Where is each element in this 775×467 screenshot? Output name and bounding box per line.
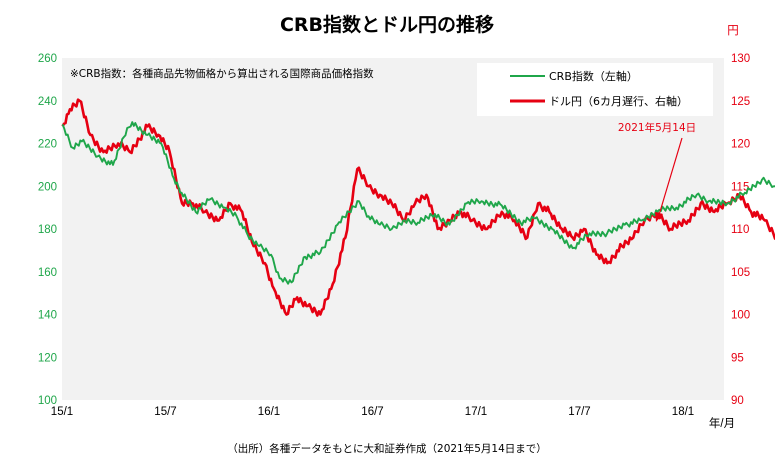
x-axis: 15/115/716/116/717/117/718/118/719/119/7… xyxy=(51,406,694,418)
x-tick-label: 15/1 xyxy=(51,406,73,418)
series-layer xyxy=(61,98,775,317)
x-tick-label: 15/7 xyxy=(154,406,176,418)
legend: CRB指数（左軸） ドル円（6カ月遅行、右軸） xyxy=(477,63,713,116)
left-axis: 100 120 140 160 180 200 220 240 260 xyxy=(38,53,57,407)
annotation-arrow-line xyxy=(658,137,683,216)
left-tick-label: 160 xyxy=(38,267,57,279)
x-tick-label: 16/7 xyxy=(361,406,383,418)
right-tick-label: 110 xyxy=(731,224,749,236)
left-tick-label: 140 xyxy=(38,310,57,322)
left-tick-label: 180 xyxy=(38,224,57,236)
legend-box xyxy=(477,63,713,116)
left-tick-label: 260 xyxy=(38,53,57,65)
right-tick-label: 130 xyxy=(731,53,750,65)
series-line-crb xyxy=(61,121,775,285)
right-tick-label: 105 xyxy=(731,267,750,279)
right-tick-label: 100 xyxy=(731,310,750,322)
chart-note: ※CRB指数：各種商品先物価格から算出される国際商品価格指数 xyxy=(70,67,374,80)
left-tick-label: 100 xyxy=(38,395,57,407)
annotation-arrow-head xyxy=(655,212,663,222)
x-tick-label: 18/1 xyxy=(672,406,694,418)
right-tick-label: 120 xyxy=(731,139,750,151)
right-tick-label: 125 xyxy=(731,96,750,108)
x-axis-unit: 年/月 xyxy=(709,416,735,430)
left-tick-label: 220 xyxy=(38,139,57,151)
source-note: （出所）各種データをもとに大和証券作成（2021年5月14日まで） xyxy=(227,442,547,455)
date-annotation: 2021年5月14日 xyxy=(618,121,696,134)
left-tick-label: 200 xyxy=(38,181,57,193)
legend-label-crb: CRB指数（左軸） xyxy=(549,69,638,83)
series-line-usdjpy xyxy=(61,98,775,317)
x-tick-label: 16/1 xyxy=(258,406,280,418)
x-tick-label: 17/7 xyxy=(568,406,590,418)
chart-title: CRB指数とドル円の推移 xyxy=(280,13,494,36)
left-tick-label: 120 xyxy=(38,352,57,364)
legend-label-usdjpy: ドル円（6カ月遅行、右軸） xyxy=(549,94,688,108)
right-axis: 90 95 100 105 110 115 120 125 130 xyxy=(731,53,750,407)
left-tick-label: 240 xyxy=(38,96,57,108)
right-axis-unit: 円 xyxy=(727,25,739,37)
x-tick-label: 17/1 xyxy=(465,406,487,418)
right-tick-label: 95 xyxy=(731,352,744,364)
right-tick-label: 90 xyxy=(731,395,744,407)
right-tick-label: 115 xyxy=(731,181,749,193)
